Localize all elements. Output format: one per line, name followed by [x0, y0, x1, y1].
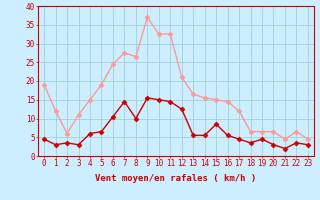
- X-axis label: Vent moyen/en rafales ( km/h ): Vent moyen/en rafales ( km/h ): [95, 174, 257, 183]
